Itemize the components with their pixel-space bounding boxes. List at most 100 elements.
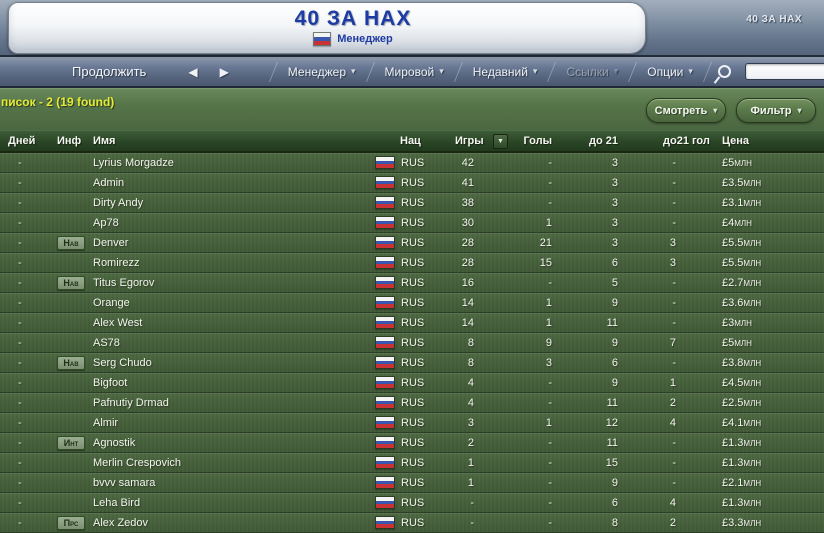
continue-button[interactable]: Продолжить: [72, 64, 147, 79]
info-cell: Нав: [52, 275, 90, 290]
table-row[interactable]: - Almir RUS 3 1 12 4 £4.1млн: [0, 413, 824, 433]
nationality-code: RUS: [401, 216, 425, 229]
games-cell: 41: [461, 176, 474, 189]
days-cell: -: [18, 436, 22, 449]
forward-arrow-icon[interactable]: ▶: [219, 64, 229, 79]
player-name-link[interactable]: Agnostik: [93, 436, 136, 449]
russia-flag-icon: [375, 296, 395, 309]
column-header-games[interactable]: Игры ▼: [452, 133, 510, 149]
player-name-link[interactable]: Admin: [93, 176, 125, 189]
u21-cell: 12: [605, 416, 618, 429]
table-row[interactable]: - Romirezz RUS 28 15 6 3 £5.5млн: [0, 253, 824, 273]
table-row[interactable]: - Bigfoot RUS 4 - 9 1 £4.5млн: [0, 373, 824, 393]
russia-flag-icon: [313, 32, 332, 46]
column-header-info[interactable]: Инф: [57, 135, 82, 147]
table-row[interactable]: - Нав Denver RUS 28 21 3 3 £5.5млн: [0, 233, 824, 253]
nationality-cell: RUS: [372, 156, 452, 169]
u21-cell: 3: [611, 236, 618, 249]
player-name-link[interactable]: Leha Bird: [93, 496, 141, 509]
table-row[interactable]: - Merlin Crespovich RUS 1 - 15 - £1.3млн: [0, 453, 824, 473]
table-row[interactable]: - Инт Agnostik RUS 2 - 11 - £1.3млн: [0, 433, 824, 453]
u21-goals-cell: -: [672, 296, 676, 309]
player-name-link[interactable]: Orange: [93, 296, 130, 309]
player-name-link[interactable]: Denver: [93, 236, 129, 249]
games-cell: 14: [461, 296, 474, 309]
menu-world[interactable]: Мировой ▾: [384, 64, 444, 79]
title-panel: 40 ЗА НАХ Менеджер: [8, 2, 646, 54]
player-name-link[interactable]: Romirezz: [93, 256, 140, 269]
column-header-u21[interactable]: до 21: [589, 135, 618, 147]
column-header-days[interactable]: Дней: [8, 135, 36, 147]
russia-flag-icon: [375, 236, 395, 249]
player-name-link[interactable]: Merlin Crespovich: [93, 456, 182, 469]
player-name-link[interactable]: AS78: [93, 336, 120, 349]
nationality-cell: RUS: [372, 456, 452, 469]
chevron-down-icon: ▾: [688, 66, 693, 76]
filter-button[interactable]: Фильтр ▾: [736, 98, 816, 123]
player-name-link[interactable]: Alex West: [93, 316, 143, 329]
chevron-down-icon: ▾: [439, 66, 444, 76]
table-row[interactable]: - Ap78 RUS 30 1 3 - £4млн: [0, 213, 824, 233]
player-name-link[interactable]: Ap78: [93, 216, 119, 229]
player-name-link[interactable]: Almir: [93, 416, 119, 429]
menu-recent[interactable]: Недавний ▾: [472, 64, 538, 79]
player-name-link[interactable]: Titus Egorov: [93, 276, 155, 289]
table-row[interactable]: - Прс Alex Zedov RUS - - 8 2 £3.3млн: [0, 513, 824, 533]
info-badge: Нав: [57, 235, 85, 250]
column-header-u21-goals[interactable]: до21 гол: [663, 135, 710, 147]
player-name-link[interactable]: bvvv samara: [93, 476, 156, 489]
table-row[interactable]: - Pafnutiy Drmad RUS 4 - 11 2 £2.5млн: [0, 393, 824, 413]
table-row[interactable]: - Dirty Andy RUS 38 - 3 - £3.1млн: [0, 193, 824, 213]
search-icon: [717, 65, 731, 78]
nationality-cell: RUS: [372, 476, 452, 489]
chevron-down-icon: ▾: [532, 66, 538, 76]
u21-cell: 3: [611, 176, 618, 189]
games-cell: 28: [461, 236, 474, 249]
goals-cell: 1: [545, 416, 552, 429]
u21-cell: 6: [611, 496, 618, 509]
table-row[interactable]: - Lyrius Morgadze RUS 42 - 3 - £5млн: [0, 153, 824, 173]
player-name-link[interactable]: Serg Chudo: [93, 356, 152, 369]
price-cell: £3.3млн: [722, 516, 762, 529]
info-cell: [52, 314, 90, 331]
table-row[interactable]: - Orange RUS 14 1 9 - £3.6млн: [0, 293, 824, 313]
u21-cell: 3: [611, 196, 618, 209]
menu-options[interactable]: Опции ▾: [647, 64, 693, 79]
price-cell: £2.5млн: [722, 396, 762, 409]
goals-cell: -: [548, 496, 552, 509]
menu-manager[interactable]: Менеджер ▾: [287, 64, 356, 79]
search-input[interactable]: [744, 63, 824, 80]
manager-label: Менеджер: [337, 33, 393, 45]
games-cell: 2: [467, 436, 474, 449]
games-cell: 8: [467, 356, 474, 369]
table-row[interactable]: - Leha Bird RUS - - 6 4 £1.3млн: [0, 493, 824, 513]
info-cell: [52, 174, 90, 191]
nationality-code: RUS: [401, 476, 425, 489]
player-name-link[interactable]: Dirty Andy: [93, 196, 144, 209]
back-arrow-icon[interactable]: ◀: [188, 64, 198, 79]
nationality-cell: RUS: [372, 416, 452, 429]
u21-cell: 11: [606, 436, 618, 449]
table-row[interactable]: - Admin RUS 41 - 3 - £3.5млн: [0, 173, 824, 193]
column-header-nat[interactable]: Нац: [400, 135, 421, 147]
games-cell: 3: [467, 416, 474, 429]
days-cell: -: [18, 316, 22, 329]
table-row[interactable]: - Нав Titus Egorov RUS 16 - 5 - £2.7млн: [0, 273, 824, 293]
player-name-link[interactable]: Pafnutiy Drmad: [93, 396, 169, 409]
view-button[interactable]: Смотреть ▾: [646, 98, 726, 123]
column-header-goals[interactable]: Голы: [523, 135, 552, 147]
table-row[interactable]: - Нав Serg Chudo RUS 8 3 6 - £3.8млн: [0, 353, 824, 373]
info-cell: [52, 194, 90, 211]
player-name-link[interactable]: Bigfoot: [93, 376, 128, 389]
table-row[interactable]: - Alex West RUS 14 1 11 - £3млн: [0, 313, 824, 333]
sort-indicator-icon[interactable]: ▼: [493, 133, 508, 149]
player-name-link[interactable]: Alex Zedov: [93, 516, 149, 529]
goals-cell: -: [548, 476, 552, 489]
table-row[interactable]: - AS78 RUS 8 9 9 7 £5млн: [0, 333, 824, 353]
column-header-name[interactable]: Имя: [93, 135, 116, 147]
nationality-code: RUS: [401, 156, 425, 169]
player-name-link[interactable]: Lyrius Morgadze: [93, 156, 174, 169]
goals-cell: 1: [545, 216, 552, 229]
column-header-price[interactable]: Цена: [722, 135, 750, 147]
table-row[interactable]: - bvvv samara RUS 1 - 9 - £2.1млн: [0, 473, 824, 493]
